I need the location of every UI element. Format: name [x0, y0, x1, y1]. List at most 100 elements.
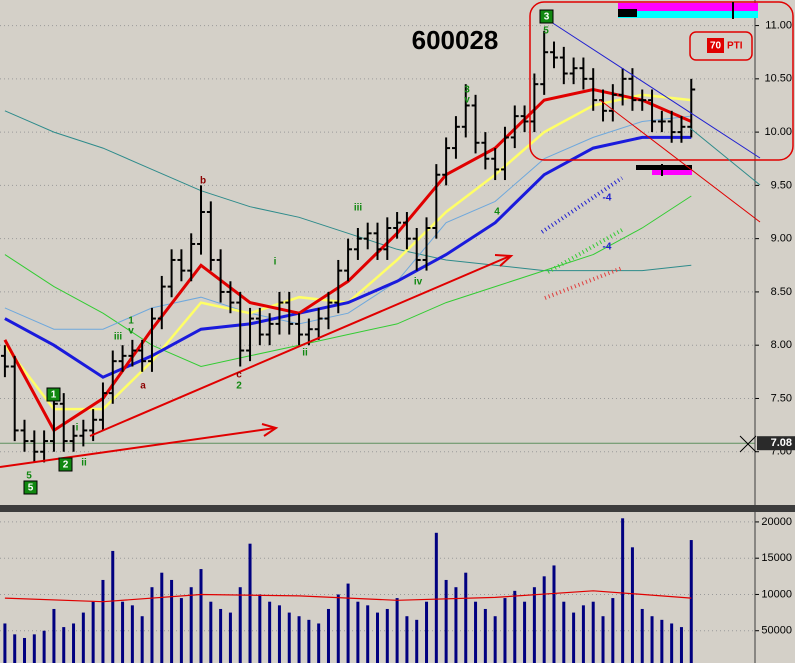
volume-bar — [601, 616, 605, 663]
volume-bar — [72, 623, 76, 663]
wave-label: iv — [414, 277, 423, 288]
volume-bar — [209, 601, 213, 663]
trend-line — [89, 255, 511, 437]
volume-bar — [503, 598, 507, 663]
indicator-bar — [652, 170, 692, 175]
wave-label: ii — [302, 348, 308, 359]
volume-bar — [228, 612, 232, 663]
pti-box — [689, 31, 753, 61]
volume-bar — [111, 550, 115, 663]
volume-bar — [91, 601, 95, 663]
volume-bar — [385, 608, 389, 663]
volume-bar — [287, 612, 291, 663]
volume-bar — [611, 598, 615, 663]
volume-bar — [650, 616, 654, 663]
volume-bar — [307, 619, 311, 663]
y-tick-label: 11.00 — [765, 19, 792, 31]
volume-bar — [689, 540, 693, 663]
volume-bar — [356, 601, 360, 663]
wave-label: 5 — [26, 471, 32, 482]
y-tick-label: 10000 — [761, 588, 792, 600]
trend-line — [0, 427, 276, 468]
y-tick-label: 8.00 — [771, 339, 792, 351]
y-tick-label: 20000 — [761, 516, 792, 528]
pti-label: PTI — [727, 41, 743, 52]
y-tick-label: 15000 — [761, 552, 792, 564]
y-tick-label: 10.50 — [764, 73, 792, 85]
y-tick-label: 9.50 — [771, 179, 792, 191]
volume-bar — [434, 532, 438, 663]
volume-bar — [366, 605, 370, 663]
volume-bar — [268, 601, 272, 663]
volume-bar — [23, 637, 27, 663]
wave-box-label: 1 — [51, 390, 57, 401]
wave-label: 2 — [236, 381, 242, 392]
wave-label: a — [140, 381, 146, 392]
pti-badge — [707, 38, 724, 53]
wave-box — [58, 457, 73, 472]
volume-bar — [101, 579, 105, 663]
last-price-label: 7.08 — [771, 437, 792, 449]
pane-separator — [0, 505, 795, 512]
y-tick-label: 7.50 — [771, 392, 792, 404]
arrow-head — [261, 423, 279, 437]
wave-box-label: 5 — [28, 483, 34, 494]
volume-bar — [542, 576, 546, 663]
volume-bar — [258, 594, 262, 663]
volume-bar — [532, 587, 536, 663]
volume-bar — [179, 598, 183, 663]
volume-bar — [483, 608, 487, 663]
volume-bar — [3, 623, 7, 663]
volume-bar — [248, 543, 252, 663]
y-tick-label: 50000 — [761, 625, 792, 637]
volume-bar — [425, 601, 429, 663]
indicator-bar — [618, 3, 758, 11]
volume-bar — [170, 579, 174, 663]
volume-bar — [395, 598, 399, 663]
volume-bar — [150, 587, 154, 663]
indicator-line — [4, 195, 692, 368]
wave-label: i — [76, 423, 79, 434]
volume-bar — [474, 601, 478, 663]
wave-label: iii — [114, 332, 123, 343]
channel-line — [599, 99, 761, 223]
volume-bar — [405, 616, 409, 663]
volume-bar — [346, 583, 350, 663]
volume-bar — [444, 579, 448, 663]
volume-bar — [562, 601, 566, 663]
hatch-line — [544, 266, 623, 300]
indicator-bar — [636, 165, 692, 170]
wave-box — [46, 387, 61, 402]
chart-title: 600028 — [412, 25, 499, 55]
volume-bar — [679, 627, 683, 663]
indicator-line — [4, 590, 692, 603]
wave-label: 1 — [128, 316, 134, 327]
volume-bar — [32, 634, 36, 663]
volume-bar — [572, 612, 576, 663]
highlight-box — [529, 1, 794, 161]
volume-bar — [297, 616, 301, 663]
wave-label: c — [236, 370, 242, 381]
volume-bar — [238, 587, 242, 663]
indicator-line — [4, 135, 692, 379]
wave-label: -4 — [603, 242, 612, 253]
y-tick-label: 10.00 — [764, 126, 792, 138]
wave-label: b — [200, 176, 206, 187]
volume-bar — [13, 634, 17, 663]
wave-label: 5 — [543, 26, 549, 37]
wave-label: 3 — [464, 85, 470, 96]
volume-bar — [591, 601, 595, 663]
last-price-tag — [757, 436, 795, 451]
volume-bar — [552, 565, 556, 663]
wave-label: i — [274, 257, 277, 268]
volume-bar — [513, 590, 517, 663]
volume-bar — [464, 572, 468, 663]
volume-bar — [189, 587, 193, 663]
indicator-bar — [618, 9, 637, 17]
wave-label: iii — [354, 203, 363, 214]
volume-bar — [317, 623, 321, 663]
volume-bar — [277, 605, 281, 663]
